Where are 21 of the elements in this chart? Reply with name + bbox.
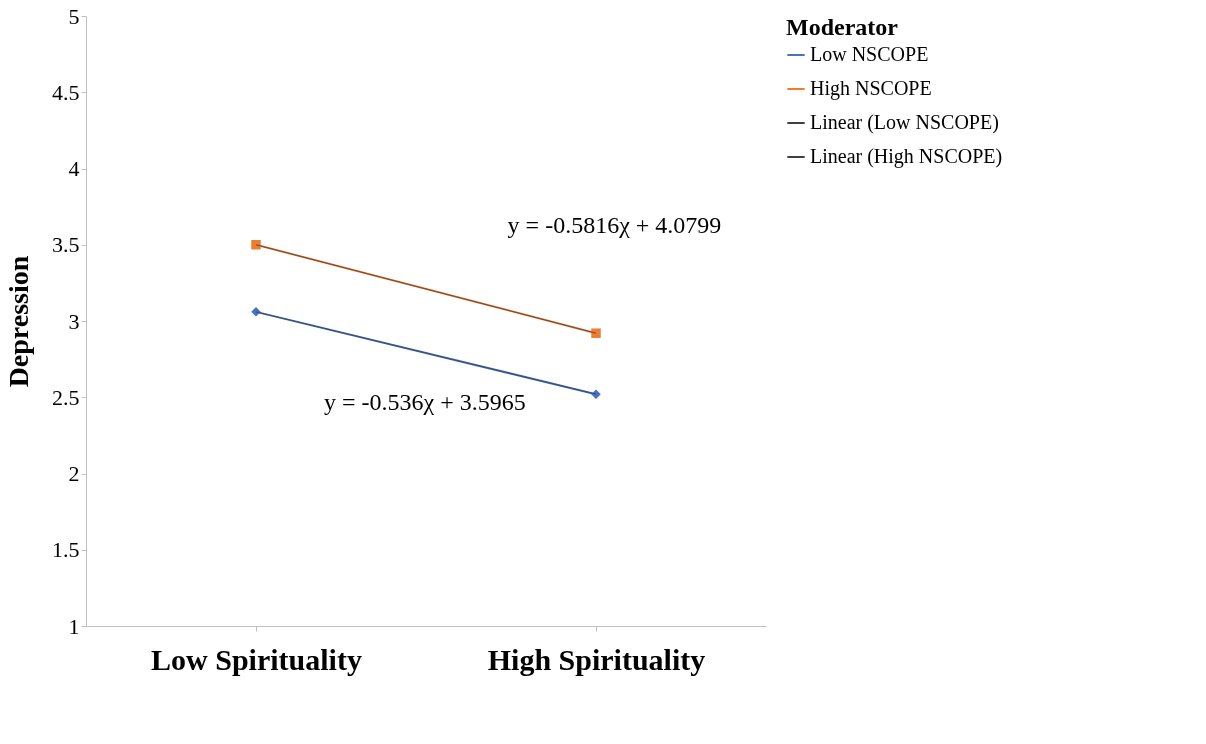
y-tick-label: 2.5 [52,384,80,410]
x-tick-label: High Spirituality [487,642,706,676]
point [251,240,261,250]
legend-label: High NSCOPE [810,77,932,100]
legend-label: Linear (Low NSCOPE) [810,111,999,134]
y-tick-label: 3.5 [52,232,80,258]
legend-label: Linear (High NSCOPE) [810,145,1003,168]
y-tick-label: 4.5 [52,79,80,105]
y-tick-label: 3 [68,308,80,334]
y-tick-label: 2 [68,461,80,486]
y-tick-label: 1.5 [52,537,80,563]
point [591,328,601,338]
y-tick-label: 5 [68,3,80,29]
legend-title: Moderator [786,14,899,40]
annotation: y = -0.5816χ + 4.0799 [507,212,722,239]
legend-label: Low NSCOPE [810,43,929,65]
y-tick-label: 4 [68,156,80,181]
x-tick-label: Low Spirituality [151,642,362,676]
y-axis-title: Depression [3,255,34,388]
y-tick-label: 1 [68,613,80,639]
annotation: y = -0.536χ + 3.5965 [324,389,526,416]
